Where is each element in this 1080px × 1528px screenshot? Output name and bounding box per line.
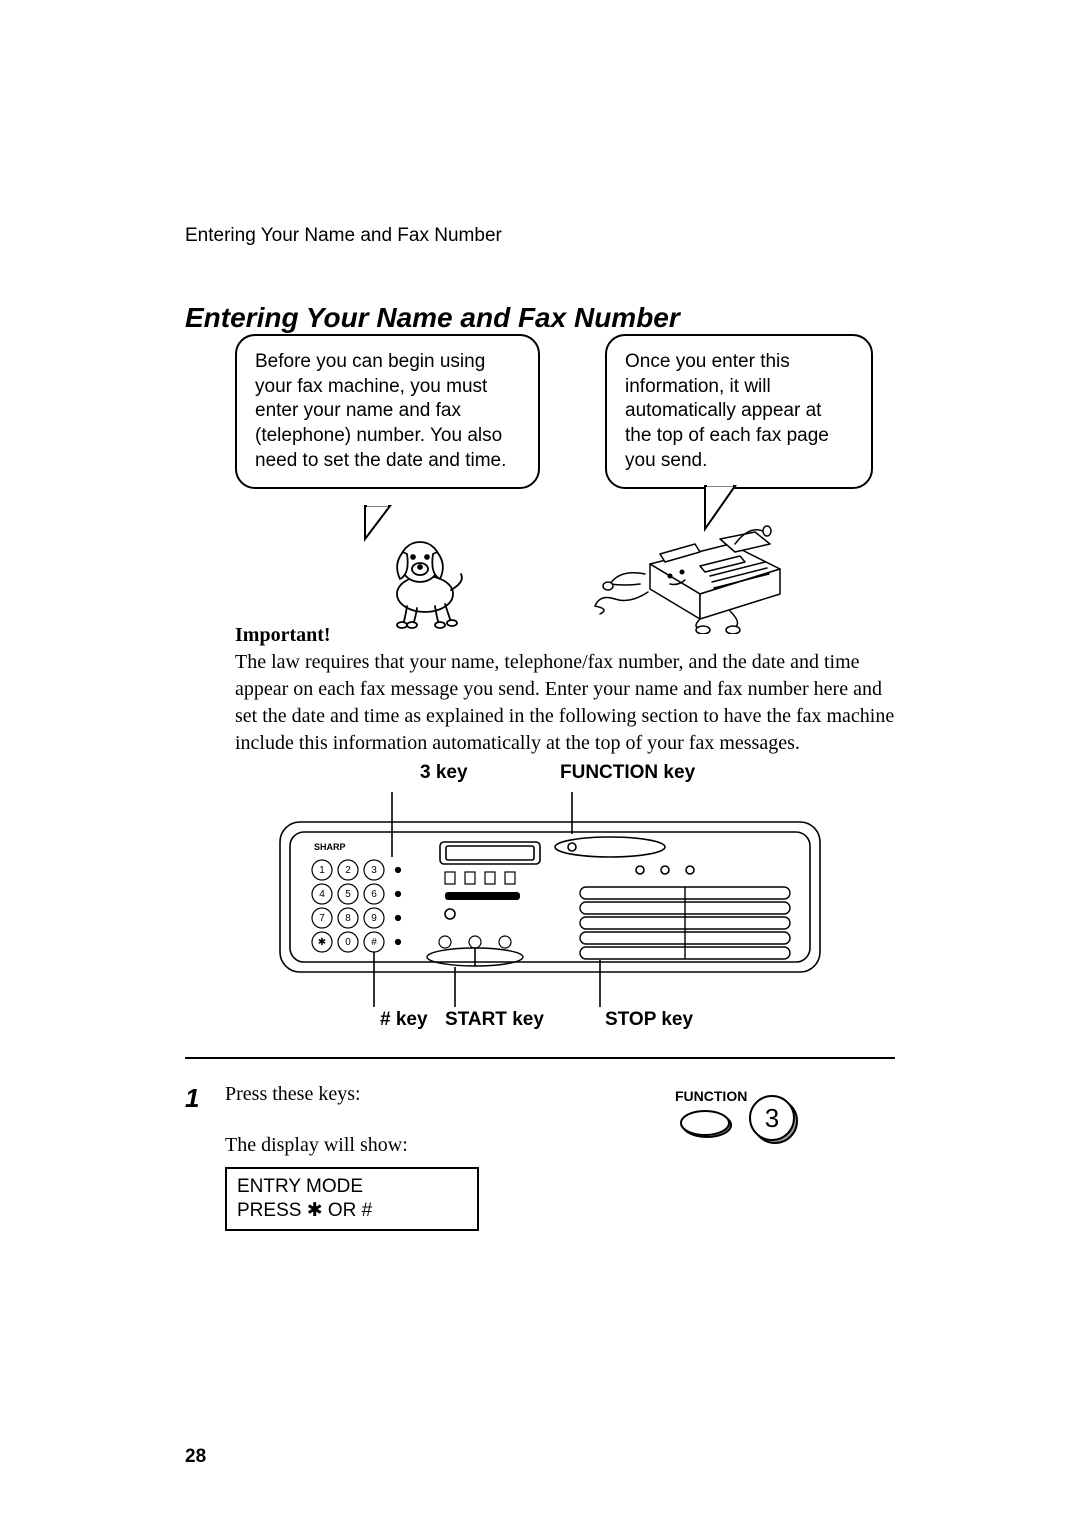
control-panel-svg: SHARP 1 2 3 4 5 6 7 8 9 — [260, 792, 840, 1022]
svg-text:4: 4 — [319, 889, 325, 900]
control-panel-diagram: 3 key FUNCTION key SHARP 1 2 3 — [235, 757, 895, 1057]
step-line-2: The display will show: — [225, 1134, 635, 1157]
step-1: 1 Press these keys: The display will sho… — [185, 1083, 895, 1231]
svg-text:5: 5 — [345, 889, 351, 900]
function-key-label: FUNCTION — [675, 1088, 747, 1104]
svg-text:0: 0 — [345, 937, 351, 948]
label-hash-key: # key — [380, 1009, 428, 1031]
important-block: Important! The law requires that your na… — [235, 624, 895, 757]
lcd-line-2: PRESS ✱ OR # — [237, 1199, 467, 1223]
svg-text:1: 1 — [319, 865, 325, 876]
bubbles-row: Before you can begin using your fax mach… — [235, 334, 895, 624]
svg-text:7: 7 — [319, 913, 325, 924]
fax-character-illustration — [570, 514, 800, 634]
svg-text:✱: ✱ — [318, 937, 326, 948]
step-number: 1 — [185, 1083, 225, 1231]
label-start-key: START key — [445, 1009, 544, 1031]
running-head: Entering Your Name and Fax Number — [185, 225, 895, 247]
bubble-left: Before you can begin using your fax mach… — [235, 334, 540, 489]
label-function-key: FUNCTION key — [560, 762, 695, 784]
important-text: The law requires that your name, telepho… — [235, 649, 895, 757]
section-title: Entering Your Name and Fax Number — [185, 302, 895, 334]
panel-brand-text: SHARP — [314, 842, 346, 852]
dog-illustration — [365, 524, 485, 634]
step-keys: FUNCTION 3 — [635, 1083, 895, 1231]
label-stop-key: STOP key — [605, 1009, 693, 1031]
svg-text:9: 9 — [371, 913, 377, 924]
step-line-1: Press these keys: — [225, 1083, 635, 1106]
svg-text:8: 8 — [345, 913, 351, 924]
lcd-line-1: ENTRY MODE — [237, 1175, 467, 1199]
svg-text:3: 3 — [371, 865, 377, 876]
svg-text:2: 2 — [345, 865, 351, 876]
lcd-display: ENTRY MODE PRESS ✱ OR # — [225, 1167, 479, 1231]
svg-text:#: # — [371, 937, 377, 948]
page-number: 28 — [185, 1446, 206, 1468]
label-3-key: 3 key — [420, 762, 468, 784]
bubble-right: Once you enter this information, it will… — [605, 334, 873, 489]
step-body: Press these keys: The display will show:… — [225, 1083, 635, 1231]
svg-text:6: 6 — [371, 889, 377, 900]
divider — [185, 1057, 895, 1059]
important-label: Important! — [235, 624, 331, 646]
svg-text:3: 3 — [765, 1103, 779, 1133]
